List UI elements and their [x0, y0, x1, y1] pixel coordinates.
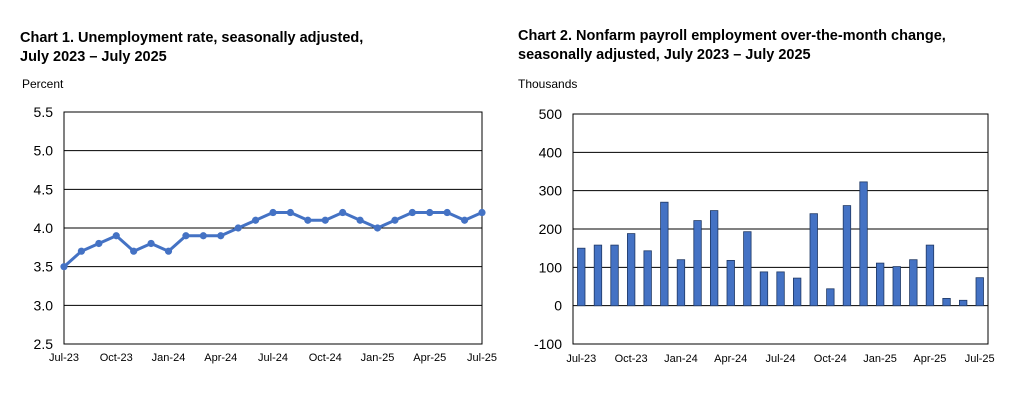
- chart1-data-point: [217, 232, 225, 240]
- chart1-plot-border: [63, 111, 483, 345]
- chart2-bar: [826, 288, 835, 307]
- chart1-data-point: [234, 224, 242, 232]
- chart1-data-point: [95, 239, 103, 248]
- chart1-y-tick-label: 5.5: [34, 104, 54, 120]
- chart2-bar: [842, 205, 852, 307]
- chart1-x-tick-label: Jan-25: [361, 352, 395, 364]
- chart2-bar: [942, 297, 951, 307]
- chart2-bar: [593, 244, 603, 307]
- chart2-bar: [958, 299, 968, 307]
- chart2-title-line2: seasonally adjusted, July 2023 – July 20…: [518, 47, 811, 63]
- chart2-x-tick-label: Jul-25: [965, 353, 995, 365]
- chart1-data-point: [408, 208, 416, 217]
- chart1-data-point: [286, 208, 295, 217]
- chart1-y-tick-label: 3.0: [34, 297, 54, 313]
- chart1-x-tick-label: Jul-23: [49, 352, 79, 364]
- chart1-y-unit-label: Percent: [22, 77, 64, 91]
- chart2-y-tick-label: 100: [539, 259, 563, 275]
- chart1-panel: Chart 1. Unemployment rate, seasonally a…: [20, 29, 497, 364]
- chart1-data-point: [147, 239, 155, 248]
- chart1-data-point: [304, 216, 312, 224]
- chart2-y-tick-label: -100: [534, 336, 562, 352]
- chart1-x-tick-label: Apr-25: [413, 352, 446, 364]
- chart1-series-line: [63, 211, 483, 268]
- chart1-data-point: [356, 216, 364, 224]
- chart2-bar: [693, 220, 702, 307]
- chart1-data-point: [269, 208, 277, 217]
- chart2-y-tick-label: 200: [539, 221, 563, 237]
- chart1-data-point: [339, 208, 347, 217]
- chart1-y-tick-label: 2.5: [34, 336, 54, 352]
- chart2-bar: [759, 271, 769, 306]
- chart2-bar: [792, 277, 802, 307]
- chart2-bar: [610, 244, 619, 307]
- chart2-x-tick-label: Jul-23: [566, 353, 596, 365]
- chart2-bar: [709, 210, 719, 307]
- chart2-plot-border: [572, 113, 989, 345]
- chart2-bar: [726, 259, 735, 306]
- chart1-x-tick-label: Jan-24: [152, 352, 186, 364]
- chart2-svg: 500 400 300 200 100 0 -100 Jul-23 Oct-23 Jan-24 Ap…: [534, 106, 995, 365]
- chart1-y-tick-label: 4.5: [34, 181, 54, 197]
- chart1-data-point: [164, 247, 173, 255]
- chart2-bar: [809, 213, 818, 307]
- chart2-bar: [676, 259, 686, 307]
- chart1-data-point: [130, 247, 138, 255]
- chart1-y-tick-label: 5.0: [34, 143, 54, 159]
- chart1-data-point: [77, 247, 86, 255]
- chart2-panel: Chart 2. Nonfarm payroll employment over…: [513, 0, 1026, 405]
- chart2-bar: [892, 266, 901, 307]
- chart2-bar: [875, 262, 885, 307]
- chart1-title: Chart 1. Unemployment rate, seasonally a…: [20, 29, 420, 67]
- chart2-y-tick-label: 500: [539, 106, 563, 122]
- chart2-x-tick-label: Apr-25: [913, 353, 946, 365]
- chart2-bar: [577, 247, 586, 307]
- chart1-title-line1: Chart 1. Unemployment rate, seasonally a…: [20, 30, 364, 46]
- chart1-data-point: [443, 208, 451, 217]
- chart1-data-point: [478, 208, 486, 217]
- chart2-x-tick-label: Oct-23: [615, 353, 648, 365]
- chart2-bar: [776, 271, 785, 306]
- chart1-data-point: [182, 232, 190, 240]
- chart2-bar: [743, 231, 752, 307]
- chart2-y-tick-label: 400: [539, 144, 563, 160]
- chart2-title: Chart 2. Nonfarm payroll employment over…: [518, 27, 998, 65]
- chart2-x-tick-label: Oct-24: [814, 353, 847, 365]
- chart2-bar: [627, 233, 636, 307]
- chart1-x-tick-label: Apr-24: [204, 352, 237, 364]
- chart2-x-tick-label: Jan-24: [664, 353, 698, 365]
- chart2-bar: [643, 250, 652, 307]
- chart2-bar: [660, 201, 669, 307]
- chart1-data-point: [199, 232, 207, 240]
- chart1-y-tick-label: 3.5: [34, 259, 54, 275]
- chart2-bar: [909, 259, 918, 307]
- chart2-x-tick-label: Jul-24: [766, 353, 796, 365]
- chart1-data-point: [373, 224, 382, 232]
- chart2-title-line1: Chart 2. Nonfarm payroll employment over…: [518, 28, 946, 44]
- chart1-x-tick-label: Jul-25: [467, 352, 497, 364]
- chart1-y-tick-label: 4.0: [34, 220, 54, 236]
- chart1-data-point: [426, 208, 434, 217]
- chart2-bar: [925, 244, 935, 307]
- chart2-bar: [859, 181, 868, 307]
- chart1-x-tick-label: Oct-23: [100, 352, 133, 364]
- chart1-x-tick-label: Jul-24: [258, 352, 288, 364]
- chart1-data-point: [321, 216, 329, 224]
- chart1-title-line2: July 2023 – July 2025: [20, 49, 167, 65]
- chart2-x-tick-label: Apr-24: [714, 353, 747, 365]
- chart1-data-point: [460, 216, 469, 224]
- chart2-y-tick-label: 0: [554, 298, 562, 314]
- chart2-y-unit-label: Thousands: [518, 77, 578, 91]
- chart2-y-tick-label: 300: [539, 183, 563, 199]
- chart1-data-point: [112, 232, 120, 240]
- chart1-data-point: [251, 216, 260, 224]
- chart2-x-tick-label: Jan-25: [863, 353, 897, 365]
- chart1-data-point: [60, 263, 68, 271]
- chart1-x-tick-label: Oct-24: [309, 352, 342, 364]
- chart2-bar: [975, 277, 984, 307]
- chart1-data-point: [391, 216, 399, 224]
